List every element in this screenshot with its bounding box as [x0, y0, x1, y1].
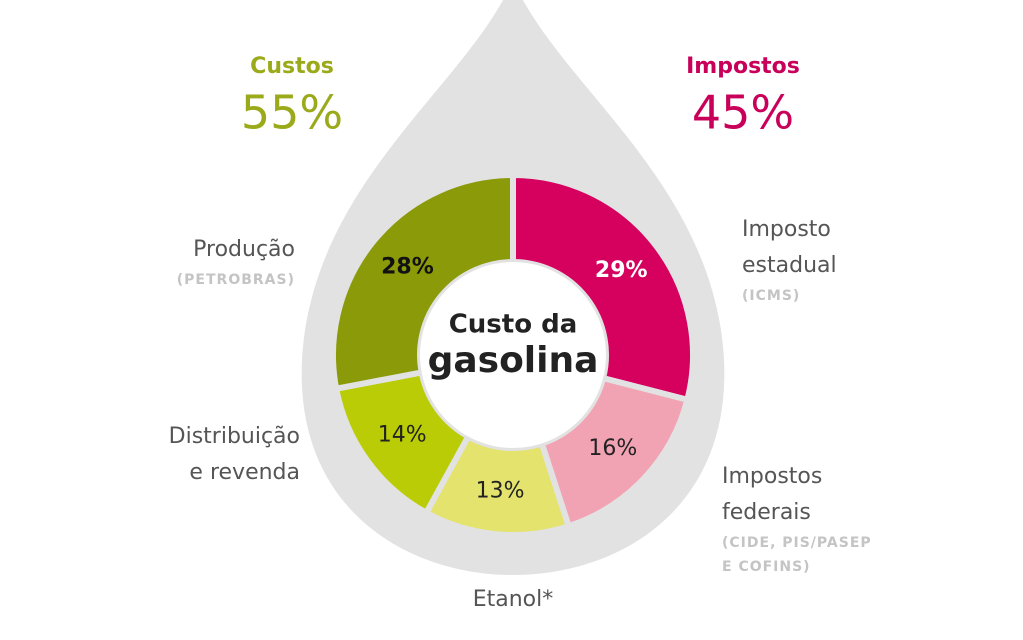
- segment-note: (CIDE, PIS/PASEP: [722, 535, 872, 551]
- segment-note: E COFINS): [722, 559, 811, 575]
- group-name: Custos: [250, 54, 334, 79]
- segment-label: estadual: [742, 253, 837, 278]
- segment-value-label: 14%: [378, 423, 427, 448]
- segment-label: Produção: [193, 237, 295, 262]
- segment-note: (PETROBRAS): [177, 272, 295, 288]
- center-title: Custo da: [449, 310, 578, 340]
- group-value: 45%: [692, 86, 794, 140]
- group-name: Impostos: [686, 54, 800, 79]
- segment-value-label: 13%: [476, 478, 525, 503]
- center-title: gasolina: [428, 340, 599, 381]
- segment-value-label: 16%: [588, 436, 637, 461]
- segment-label: Etanol*: [473, 587, 554, 612]
- segment-label: Distribuição: [169, 424, 300, 449]
- segment-label: e revenda: [189, 460, 300, 485]
- segment-label: Impostos: [722, 464, 822, 489]
- segment-label: Imposto: [742, 217, 831, 242]
- segment-label: federais: [722, 500, 811, 525]
- segment-value-label: 28%: [381, 255, 434, 280]
- donut-hole: [420, 262, 606, 448]
- group-value: 55%: [241, 86, 343, 140]
- segment-value-label: 29%: [595, 258, 648, 283]
- segment-note: (ICMS): [742, 288, 800, 304]
